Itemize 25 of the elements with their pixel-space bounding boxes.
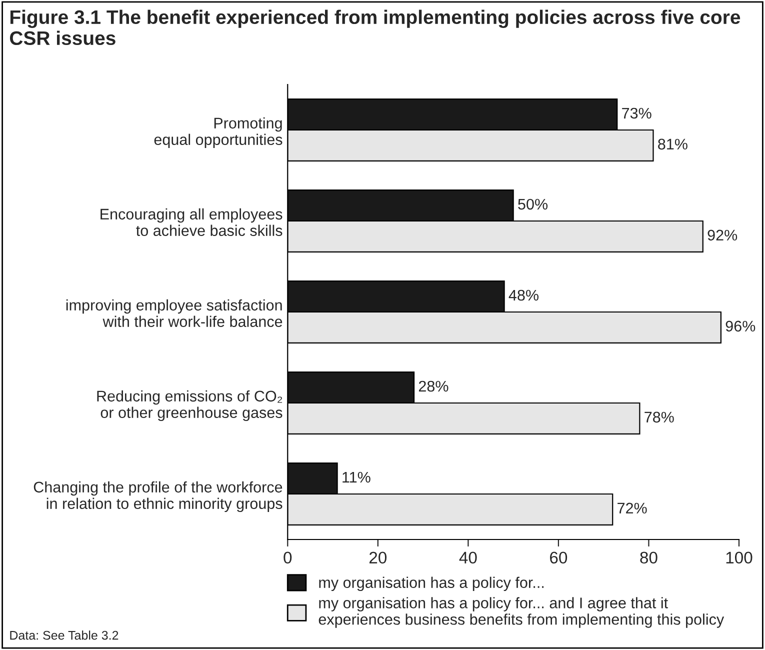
data-label: 73% — [622, 108, 652, 119]
x-tick-label: 60 — [550, 552, 568, 564]
data-label: 11% — [342, 472, 370, 483]
data-label: 50% — [518, 198, 548, 210]
x-tick-label: 0 — [284, 552, 292, 564]
legend-label: my organisation has a policy for... — [319, 576, 544, 592]
legend-label: my organisation has a policy for... and I agree that it experiences business benefits from implementing this policy — [318, 597, 724, 628]
data-label: 72% — [618, 502, 647, 514]
y-tick-label: improving employee satisfaction with their work-life balance — [66, 299, 282, 328]
x-tick-label: 20 — [369, 552, 387, 564]
x-tick-label: 100 — [726, 552, 752, 564]
y-tick-label: Changing the profile of the workforce in relation to ethnic minority groups — [34, 481, 282, 512]
data-label: 78% — [644, 412, 674, 423]
y-tick-label: Promoting equal opportunities — [154, 117, 282, 148]
x-tick-label: 80 — [640, 552, 658, 564]
data-label: 92% — [708, 230, 738, 241]
y-tick-label: Reducing emissions of CO₂ or other greenhouse gases — [97, 390, 282, 422]
data-label: 96% — [726, 320, 756, 332]
x-tick-label: 40 — [459, 552, 477, 564]
data-label: 48% — [508, 290, 538, 301]
y-tick-label: Encouraging all employees to achieve basic skills — [100, 208, 282, 236]
text: Data: See Table 3.2 — [10, 630, 118, 640]
data-label: 81% — [658, 138, 688, 150]
data-label: 28% — [418, 380, 448, 392]
chart-title: Figure 3.1 The benefit experienced from implementing policies across five core CSR issues — [10, 10, 740, 46]
